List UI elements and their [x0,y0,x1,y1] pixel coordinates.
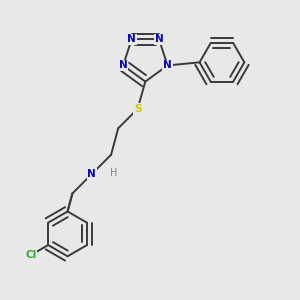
Text: N: N [119,60,128,70]
Text: N: N [127,34,136,44]
Text: N: N [155,34,164,44]
Text: S: S [134,104,141,114]
Text: Cl: Cl [25,250,36,260]
Text: H: H [110,167,117,178]
Text: N: N [163,60,172,70]
Text: N: N [87,169,96,179]
